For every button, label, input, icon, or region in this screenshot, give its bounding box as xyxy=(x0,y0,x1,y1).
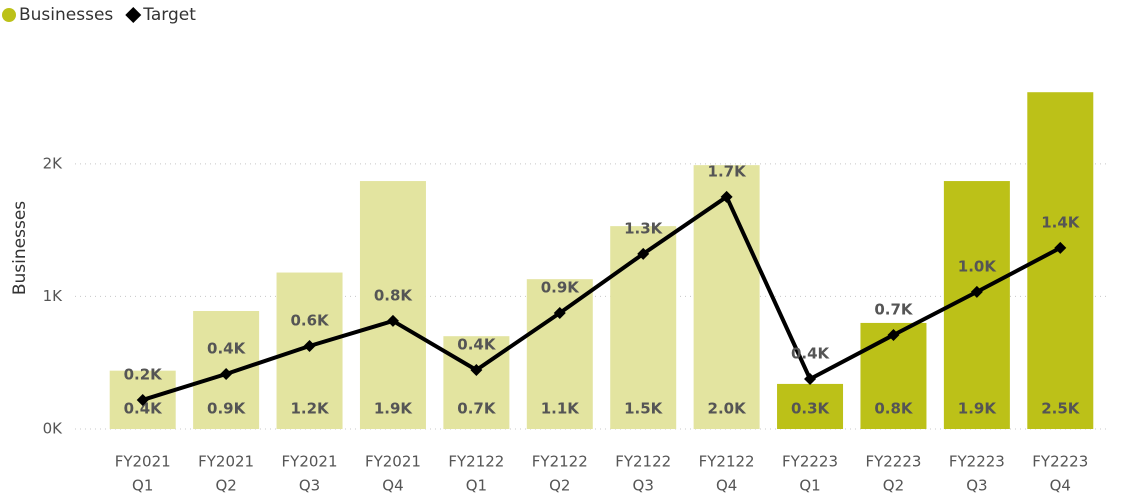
bar-value-label: 0.4K xyxy=(124,400,164,418)
x-tick-label: FY2021 xyxy=(282,453,338,471)
x-tick-label: Q2 xyxy=(215,477,236,495)
bar xyxy=(526,279,593,429)
line-marker xyxy=(136,393,149,406)
line-value-label: 0.4K xyxy=(207,339,247,357)
bar-value-label: 1.5K xyxy=(624,400,664,418)
y-tick-label: 1K xyxy=(43,287,64,305)
bar-value-label: 0.9K xyxy=(207,400,247,418)
y-axis-label: Businesses xyxy=(10,201,30,295)
bar xyxy=(777,383,844,429)
x-tick-label: FY2122 xyxy=(699,453,755,471)
bar xyxy=(693,165,760,429)
legend-label: Businesses xyxy=(19,5,113,25)
x-tick-label: FY2223 xyxy=(865,453,921,471)
x-tick-label: FY2223 xyxy=(1032,453,1088,471)
x-tick-label: FY2021 xyxy=(198,453,254,471)
line-value-label: 1.7K xyxy=(708,162,748,180)
x-tick-label: FY2223 xyxy=(782,453,838,471)
line-marker xyxy=(470,363,483,376)
line-value-label: 1.3K xyxy=(624,219,664,237)
line-value-label: 0.2K xyxy=(124,365,164,383)
x-tick-label: Q3 xyxy=(633,477,654,495)
bar-value-label: 1.9K xyxy=(958,400,998,418)
x-tick-label: FY2021 xyxy=(115,453,171,471)
line-marker xyxy=(637,247,650,260)
legend-marker xyxy=(2,8,16,22)
x-tick-label: FY2122 xyxy=(448,453,504,471)
line-marker xyxy=(887,328,900,341)
line-value-label: 0.8K xyxy=(374,286,414,304)
bar xyxy=(443,336,510,429)
line-marker xyxy=(1054,241,1067,254)
bar-value-label: 0.8K xyxy=(874,400,914,418)
x-tick-label: FY2122 xyxy=(532,453,588,471)
line-value-label: 0.7K xyxy=(874,300,914,318)
x-tick-label: Q3 xyxy=(299,477,320,495)
line-marker xyxy=(970,285,983,298)
line-value-label: 0.4K xyxy=(791,345,831,363)
legend-label: Target xyxy=(142,5,196,25)
line-marker xyxy=(303,339,316,352)
x-tick-label: Q1 xyxy=(466,477,487,495)
y-tick-label: 2K xyxy=(43,154,64,172)
line-value-label: 1.0K xyxy=(958,257,998,275)
line-marker xyxy=(720,190,733,203)
x-tick-label: Q2 xyxy=(549,477,570,495)
x-tick-label: Q2 xyxy=(883,477,904,495)
bar-value-label: 0.3K xyxy=(791,400,831,418)
x-tick-label: Q1 xyxy=(799,477,820,495)
line-marker xyxy=(804,373,817,386)
x-tick-label: FY2021 xyxy=(365,453,421,471)
line-value-label: 0.4K xyxy=(457,335,497,353)
x-tick-label: Q3 xyxy=(966,477,987,495)
bar xyxy=(359,181,426,429)
line-marker xyxy=(220,367,233,380)
x-tick-label: Q4 xyxy=(382,477,403,495)
bar-value-label: 2.0K xyxy=(708,400,748,418)
line-value-label: 0.6K xyxy=(290,311,330,329)
bar-value-label: 1.2K xyxy=(290,400,330,418)
x-tick-label: Q4 xyxy=(1050,477,1071,495)
line-marker xyxy=(553,306,566,319)
bar-value-label: 0.7K xyxy=(457,400,497,418)
x-tick-label: FY2223 xyxy=(949,453,1005,471)
y-tick-label: 0K xyxy=(43,420,64,438)
bar-value-label: 1.1K xyxy=(541,400,581,418)
line-marker xyxy=(386,314,399,327)
bar xyxy=(610,226,677,429)
bar-value-label: 1.9K xyxy=(374,400,414,418)
line-value-label: 1.4K xyxy=(1041,213,1081,231)
line-value-label: 0.9K xyxy=(541,278,581,296)
legend-marker xyxy=(125,7,142,23)
line xyxy=(142,194,1062,402)
x-tick-label: Q4 xyxy=(716,477,737,495)
x-tick-label: FY2122 xyxy=(615,453,671,471)
x-tick-label: Q1 xyxy=(132,477,153,495)
bar-value-label: 2.5K xyxy=(1041,400,1081,418)
